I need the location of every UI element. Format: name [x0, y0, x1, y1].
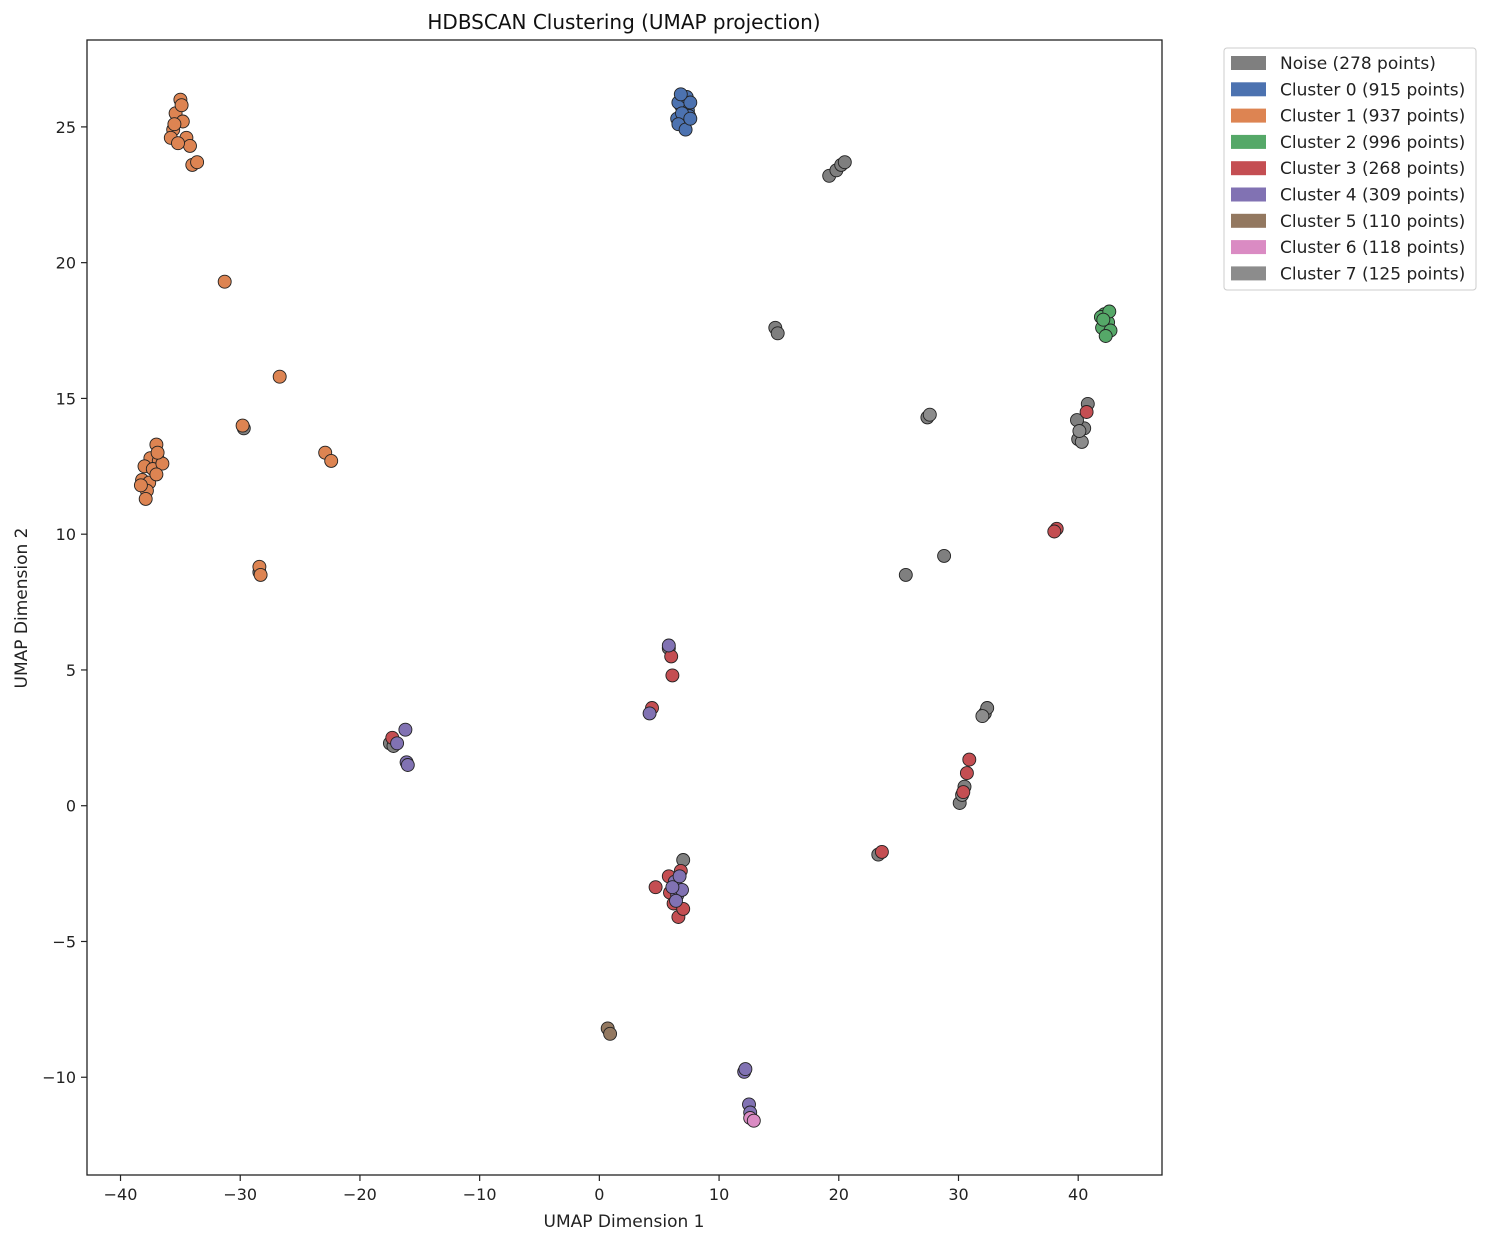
legend: Noise (278 points) Cluster 0 (915 points)… — [1223, 47, 1477, 291]
data-point — [672, 869, 687, 884]
legend-label: Cluster 7 (125 points) — [1280, 264, 1465, 284]
data-point — [217, 274, 232, 289]
data-point — [138, 491, 153, 506]
data-point — [603, 1026, 618, 1041]
legend-swatch — [1231, 161, 1266, 176]
x-axis: −40 −30 −20 −10 0 10 20 30 40 — [104, 1175, 1088, 1204]
y-tick-label: 0 — [66, 797, 76, 816]
y-tick-label: 25 — [56, 118, 76, 137]
data-point — [683, 111, 698, 126]
data-point — [133, 478, 148, 493]
data-point — [673, 87, 688, 102]
legend-swatch — [1231, 266, 1266, 281]
data-point — [1096, 312, 1111, 327]
data-point — [190, 155, 205, 170]
data-point — [253, 567, 268, 582]
data-point — [642, 706, 657, 721]
y-tick-label: −10 — [42, 1068, 76, 1087]
x-tick-label: −20 — [343, 1185, 377, 1204]
legend-label: Cluster 2 (996 points) — [1280, 133, 1465, 153]
legend-swatch — [1231, 56, 1266, 70]
data-point — [975, 709, 990, 724]
data-point — [1047, 524, 1062, 539]
legend-label: Cluster 4 (309 points) — [1280, 186, 1465, 206]
data-point — [149, 467, 164, 482]
data-point — [398, 722, 413, 737]
legend-label: Cluster 6 (118 points) — [1280, 238, 1465, 258]
data-point — [390, 736, 405, 751]
legend-swatch — [1231, 240, 1266, 255]
y-axis: −10 −5 0 5 10 15 20 25 — [42, 118, 87, 1087]
legend-swatch — [1231, 108, 1266, 123]
x-tick-label: 20 — [829, 1185, 849, 1204]
data-point — [167, 117, 182, 132]
data-point — [959, 766, 974, 781]
data-point — [648, 880, 663, 895]
data-point — [669, 893, 683, 908]
data-point — [400, 758, 415, 772]
x-tick-label: 0 — [594, 1185, 604, 1204]
data-point — [665, 880, 680, 895]
legend-label: Cluster 1 (937 points) — [1280, 107, 1465, 127]
data-point — [874, 844, 889, 859]
y-tick-label: 10 — [56, 525, 76, 544]
data-point — [738, 1062, 753, 1077]
data-point — [837, 155, 852, 170]
data-point — [1079, 405, 1094, 419]
data-point — [683, 95, 698, 110]
y-tick-label: −5 — [52, 932, 76, 951]
data-point — [235, 418, 250, 433]
x-tick-label: 40 — [1068, 1185, 1088, 1204]
data-point — [665, 668, 680, 683]
data-point — [770, 326, 785, 341]
legend-label: Cluster 3 (268 points) — [1280, 159, 1465, 179]
data-point — [1098, 329, 1113, 343]
data-point — [937, 548, 952, 563]
points-layer — [133, 87, 1118, 1128]
legend-frame — [1223, 47, 1477, 291]
data-point — [962, 752, 977, 767]
legend-swatch — [1231, 134, 1266, 149]
data-point — [324, 453, 339, 468]
data-point — [898, 567, 913, 582]
y-axis-label: UMAP Dimension 2 — [12, 528, 32, 689]
x-tick-label: 30 — [948, 1185, 968, 1204]
y-tick-label: 15 — [56, 389, 76, 408]
legend-swatch — [1231, 213, 1266, 228]
x-tick-label: 10 — [709, 1185, 729, 1204]
x-axis-label: UMAP Dimension 1 — [544, 1212, 705, 1232]
chart-title: HDBSCAN Clustering (UMAP projection) — [427, 10, 820, 34]
data-point — [746, 1113, 761, 1128]
legend-label: Cluster 0 (915 points) — [1280, 80, 1465, 100]
legend-swatch — [1231, 187, 1266, 202]
data-point — [272, 369, 287, 384]
data-point — [1072, 424, 1087, 438]
data-point — [956, 785, 971, 800]
data-point — [171, 136, 185, 151]
x-tick-label: −30 — [223, 1185, 257, 1204]
x-tick-label: −10 — [463, 1185, 497, 1204]
data-point — [183, 138, 197, 153]
x-tick-label: −40 — [104, 1185, 138, 1204]
data-point — [174, 98, 189, 113]
legend-label: Noise (278 points) — [1280, 54, 1436, 74]
y-tick-label: 20 — [56, 254, 76, 273]
plot-frame — [86, 39, 1163, 1176]
legend-label: Cluster 5 (110 points) — [1280, 212, 1465, 232]
data-point — [922, 407, 937, 422]
y-tick-label: 5 — [66, 661, 76, 680]
data-point — [150, 445, 165, 460]
legend-swatch — [1231, 82, 1266, 97]
data-point — [661, 638, 676, 653]
